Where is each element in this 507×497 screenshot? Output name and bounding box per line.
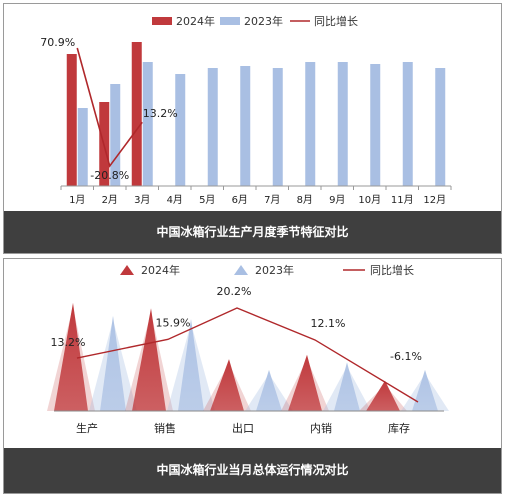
triangle-2023-2 bbox=[178, 319, 204, 411]
bar-2023-9 bbox=[337, 62, 348, 186]
x-tick-label: 2月 bbox=[102, 194, 118, 206]
x-tick-label: 4月 bbox=[167, 194, 183, 206]
x-tick-label: 内销 bbox=[310, 421, 332, 435]
chart-panel-overall: 2024年 2023年 同比增长生产 销售 出口 内销 库存 13.2% 15.9% 20.2% 1… bbox=[3, 258, 502, 494]
growth-data-label: 13.2% bbox=[51, 336, 86, 349]
bar-2023-2 bbox=[110, 84, 121, 186]
bar-2024-3 bbox=[131, 42, 142, 186]
x-tick-label: 6月 bbox=[232, 194, 248, 206]
x-tick-label: 12月 bbox=[423, 194, 446, 206]
bar-2023-3 bbox=[142, 62, 153, 186]
growth-data-label: 70.9% bbox=[40, 36, 75, 49]
legend-swatch-2024 bbox=[152, 17, 172, 25]
growth-data-label: 13.2% bbox=[143, 107, 178, 120]
legend-label-2024: 2024年 bbox=[141, 263, 180, 277]
x-tick-label: 1月 bbox=[69, 194, 85, 206]
legend-label-growth: 同比增长 bbox=[370, 263, 414, 277]
x-tick-label: 9月 bbox=[329, 194, 345, 206]
triangle-2024-1 bbox=[54, 302, 88, 411]
x-tick-label: 生产 bbox=[76, 421, 98, 435]
triangle-2023-4 bbox=[334, 362, 360, 411]
triangle-2024-4 bbox=[288, 354, 322, 411]
chart-panel-monthly: 2024年 2023年 同比增长 1月 2月 3月 4月 5月 6月 7月 8月 9月 10月 11月 12… bbox=[3, 3, 502, 254]
bar-2024-1 bbox=[66, 54, 77, 186]
legend-label-growth: 同比增长 bbox=[314, 14, 358, 28]
x-tick-label: 销售 bbox=[154, 421, 176, 435]
chart-title: 中国冰箱行业生产月度季节特征对比 bbox=[4, 211, 501, 253]
growth-data-label: 20.2% bbox=[217, 285, 252, 298]
bar-2023-11 bbox=[402, 62, 413, 186]
legend: 2024年 2023年 同比增长 bbox=[120, 263, 414, 277]
bar-2023-6 bbox=[240, 66, 251, 186]
x-tick-label: 3月 bbox=[134, 194, 150, 206]
legend-label-2023: 2023年 bbox=[244, 14, 283, 28]
x-tick-label: 库存 bbox=[388, 421, 410, 435]
triangle-2024-3 bbox=[210, 359, 244, 411]
triangle-2023-1 bbox=[100, 315, 126, 411]
x-tick-label: 5月 bbox=[199, 194, 215, 206]
bar-2023-8 bbox=[305, 62, 316, 186]
growth-data-label: -20.8% bbox=[90, 169, 129, 182]
growth-data-label: -6.1% bbox=[390, 350, 422, 363]
growth-line bbox=[76, 307, 419, 403]
chart-title: 中国冰箱行业当月总体运行情况对比 bbox=[4, 448, 501, 493]
legend: 2024年 2023年 同比增长 bbox=[152, 14, 358, 28]
monthly-production-chart: 2024年 2023年 同比增长 1月 2月 3月 4月 5月 6月 7月 8月 9月 10月 11月 12… bbox=[40, 14, 452, 206]
growth-line bbox=[76, 47, 143, 168]
x-tick-label: 7月 bbox=[264, 194, 280, 206]
legend-label-2024: 2024年 bbox=[176, 14, 215, 28]
growth-data-label: 12.1% bbox=[311, 317, 346, 330]
bar-2023-10 bbox=[370, 64, 381, 186]
bar-2023-7 bbox=[272, 68, 283, 186]
x-tick-label: 出口 bbox=[232, 421, 254, 435]
growth-data-label: 15.9% bbox=[156, 316, 191, 329]
triangle-2024-2 bbox=[132, 308, 166, 411]
legend-swatch-2023 bbox=[234, 265, 248, 275]
bar-2023-1 bbox=[77, 108, 88, 186]
legend-swatch-2023 bbox=[220, 17, 240, 25]
triangle-2023-5 bbox=[412, 369, 438, 411]
bar-2023-4 bbox=[175, 74, 186, 186]
x-tick-label: 8月 bbox=[297, 194, 313, 206]
x-tick-label: 10月 bbox=[358, 194, 381, 206]
legend-swatch-2024 bbox=[120, 265, 134, 275]
triangle-2023-3 bbox=[256, 369, 282, 411]
bar-2023-12 bbox=[435, 68, 446, 186]
x-tick-label: 11月 bbox=[391, 194, 414, 206]
bar-2023-5 bbox=[207, 68, 218, 186]
legend-label-2023: 2023年 bbox=[255, 263, 294, 277]
triangle-2024-5 bbox=[366, 380, 400, 411]
